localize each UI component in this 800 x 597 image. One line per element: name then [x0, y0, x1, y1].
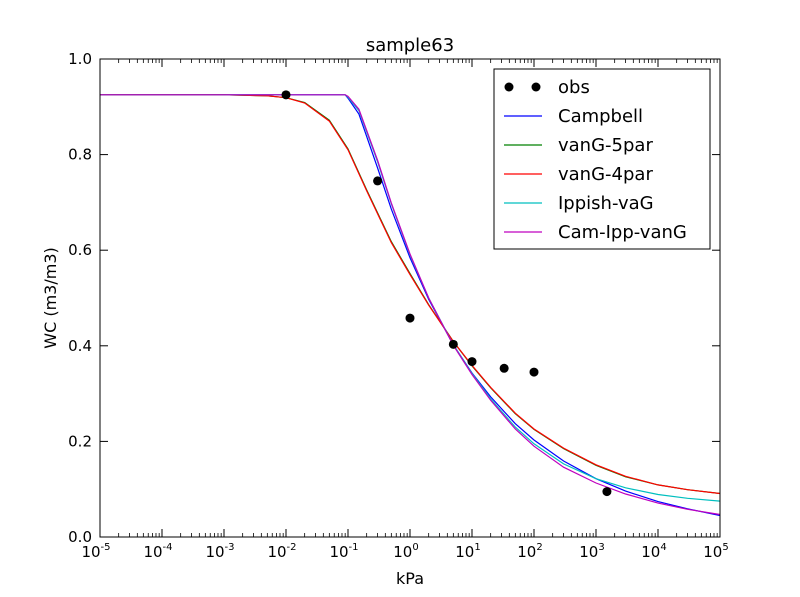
x-tick-label: 10-3 [205, 542, 234, 561]
obs-point [373, 176, 383, 186]
y-axis: 0.0 0.2 0.4 0.6 0.8 1.0 [68, 50, 720, 546]
y-tick-label: 0.2 [68, 432, 92, 450]
legend-label: vanG-5par [558, 135, 653, 156]
x-tick-label: 101 [455, 542, 480, 561]
x-tick-label: 102 [517, 542, 542, 561]
legend-label: Ippish-vaG [558, 193, 654, 214]
observations-layer [281, 90, 612, 497]
series-layer [100, 94, 721, 517]
obs-point [467, 357, 477, 367]
y-tick-label: 0.4 [68, 337, 92, 355]
x-tick-label: 10-2 [267, 542, 296, 561]
obs-point [499, 363, 509, 373]
legend-label: Campbell [558, 106, 643, 127]
obs-point [405, 313, 415, 323]
legend-obs-marker [504, 82, 514, 92]
legend: obs Campbell vanG-5par vanG-4par Ippish-vaG C… [493, 68, 711, 250]
obs-point [602, 487, 612, 497]
x-axis: 10-5 10-4 10-3 10-2 10-1 100 101 102 103 104 105 [81, 59, 729, 561]
x-tick-label: 104 [641, 542, 666, 561]
y-tick-label: 0.6 [68, 241, 92, 259]
obs-point [281, 90, 291, 100]
legend-label: Cam-Ipp-vanG [558, 222, 687, 243]
y-tick-label: 0.0 [68, 528, 92, 546]
series-line-cam-ipp-vang [100, 94, 721, 516]
x-tick-label: 10-1 [329, 542, 358, 561]
y-tick-label: 1.0 [68, 50, 92, 68]
x-tick-label: 105 [703, 542, 728, 561]
y-axis-label: WC (m3/m3) [41, 247, 60, 348]
x-tick-label: 100 [393, 542, 418, 561]
legend-obs-marker [531, 82, 541, 92]
legend-label: vanG-4par [558, 164, 653, 185]
x-tick-label: 10-5 [81, 542, 110, 561]
series-line-vang-4par [100, 94, 721, 495]
legend-box [493, 68, 711, 250]
obs-point [529, 367, 539, 377]
x-tick-label: 103 [579, 542, 604, 561]
chart-title: sample63 [366, 35, 454, 56]
legend-label: obs [558, 77, 590, 98]
x-axis-label: kPa [396, 569, 424, 588]
y-tick-label: 0.8 [68, 146, 92, 164]
obs-point [448, 339, 458, 349]
x-tick-label: 10-4 [143, 542, 172, 561]
